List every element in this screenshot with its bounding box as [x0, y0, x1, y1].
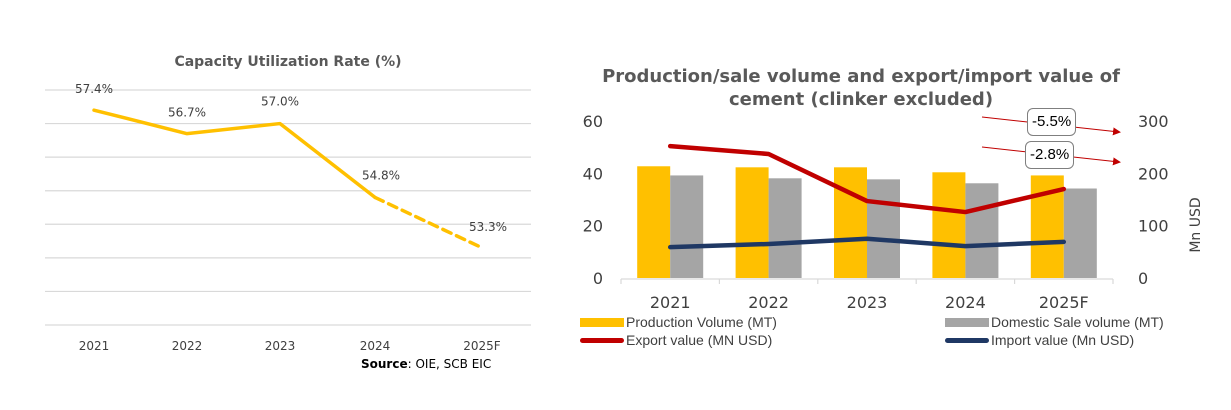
left-data-label: 53.3%: [469, 220, 507, 234]
left-y-tick-label: 20: [583, 217, 603, 236]
legend-swatch-domestic-sale: [945, 317, 989, 327]
annotation-callout-import: -2.8%: [1025, 141, 1075, 169]
right-bars: [637, 166, 1097, 278]
left-series-actual: [92, 108, 377, 200]
bar-production: [637, 166, 671, 278]
right-x-tick-label: 2024: [945, 293, 986, 312]
right-x-tick-label: 2021: [650, 293, 691, 312]
left-y-tick-label: 40: [583, 164, 603, 183]
legend-item-export: Export value (MN USD): [580, 332, 772, 348]
right-y-tick-labels: 0 100 200 300: [1138, 112, 1169, 288]
right-lines: [667, 143, 1067, 250]
left-x-tick-label: 2022: [172, 339, 203, 353]
export-value-line: [667, 143, 1067, 215]
bar-domestic-sale: [768, 178, 802, 278]
source-text: : OIE, SCB EIC: [407, 357, 492, 371]
right-y-tick-label: 0: [1138, 269, 1148, 288]
bar-domestic-sale: [670, 175, 704, 278]
bar-domestic-sale: [867, 179, 900, 278]
capacity-utilization-chart: Capacity Utilization Rate (%) 57.4% 56.7%…: [45, 54, 531, 353]
import-value-line: [667, 236, 1067, 250]
legend-label-import: Import value (Mn USD): [991, 332, 1135, 348]
legend-label-production: Production Volume (MT): [626, 314, 777, 330]
legend-label-domestic-sale: Domestic Sale volume (MT): [991, 314, 1164, 330]
left-data-label: 54.8%: [362, 168, 400, 182]
left-x-tick-labels: 2021 2022 2023 2024 2025F: [79, 339, 501, 353]
left-data-label: 57.0%: [261, 95, 299, 109]
legend-swatch-import: [945, 337, 989, 343]
legend-swatch-export: [580, 337, 624, 343]
left-data-label: 57.4%: [75, 82, 113, 96]
left-x-tick-label: 2024: [360, 339, 391, 353]
source-label: Source: [361, 357, 408, 371]
left-y-tick-labels: 0 20 40 60: [583, 112, 603, 288]
right-y-tick-label: 300: [1138, 112, 1169, 131]
bar-production: [735, 167, 769, 278]
left-x-tick-label: 2025F: [463, 339, 501, 353]
source-note: Source: OIE, SCB EIC: [361, 357, 491, 371]
bar-production: [834, 167, 867, 278]
legend-swatch-production: [580, 317, 624, 327]
left-data-labels: 57.4% 56.7% 57.0% 54.8% 53.3%: [75, 82, 507, 234]
right-y-tick-label: 100: [1138, 217, 1169, 236]
right-y-tick-label: 200: [1138, 164, 1169, 183]
right-x-tick-label: 2022: [748, 293, 789, 312]
right-y-axis-label: Mn USD: [1188, 197, 1204, 252]
left-x-tick-label: 2023: [265, 339, 296, 353]
right-x-tick-label: 2025F: [1039, 293, 1089, 312]
left-y-tick-label: 60: [583, 112, 603, 131]
bar-production: [932, 172, 966, 278]
legend-label-export: Export value (MN USD): [626, 332, 773, 348]
bar-domestic-sale: [965, 183, 999, 278]
right-x-tick-label: 2023: [847, 293, 888, 312]
cement-volume-value-chart: Production/sale volume and export/import…: [583, 66, 1204, 312]
left-series-forecast: [373, 195, 484, 250]
right-x-axis: 2021 2022 2023 2024 2025F: [620, 278, 1114, 312]
right-chart-title-line-1: Production/sale volume and export/import…: [602, 66, 1120, 87]
left-x-tick-label: 2021: [79, 339, 110, 353]
legend-item-domestic-sale: Domestic Sale volume (MT): [945, 314, 1164, 330]
left-chart-title: Capacity Utilization Rate (%): [174, 54, 401, 70]
right-chart-title-line-2: cement (clinker excluded): [729, 89, 993, 110]
left-gridlines: [45, 89, 531, 326]
left-data-label: 56.7%: [168, 106, 206, 120]
left-series-line: [92, 108, 484, 250]
bar-domestic-sale: [1063, 188, 1097, 278]
left-y-tick-label: 0: [593, 269, 603, 288]
legend-item-import: Import value (Mn USD): [945, 332, 1134, 348]
legend-item-production: Production Volume (MT): [580, 314, 777, 330]
annotation-callout-export: -5.5%: [1027, 108, 1077, 136]
